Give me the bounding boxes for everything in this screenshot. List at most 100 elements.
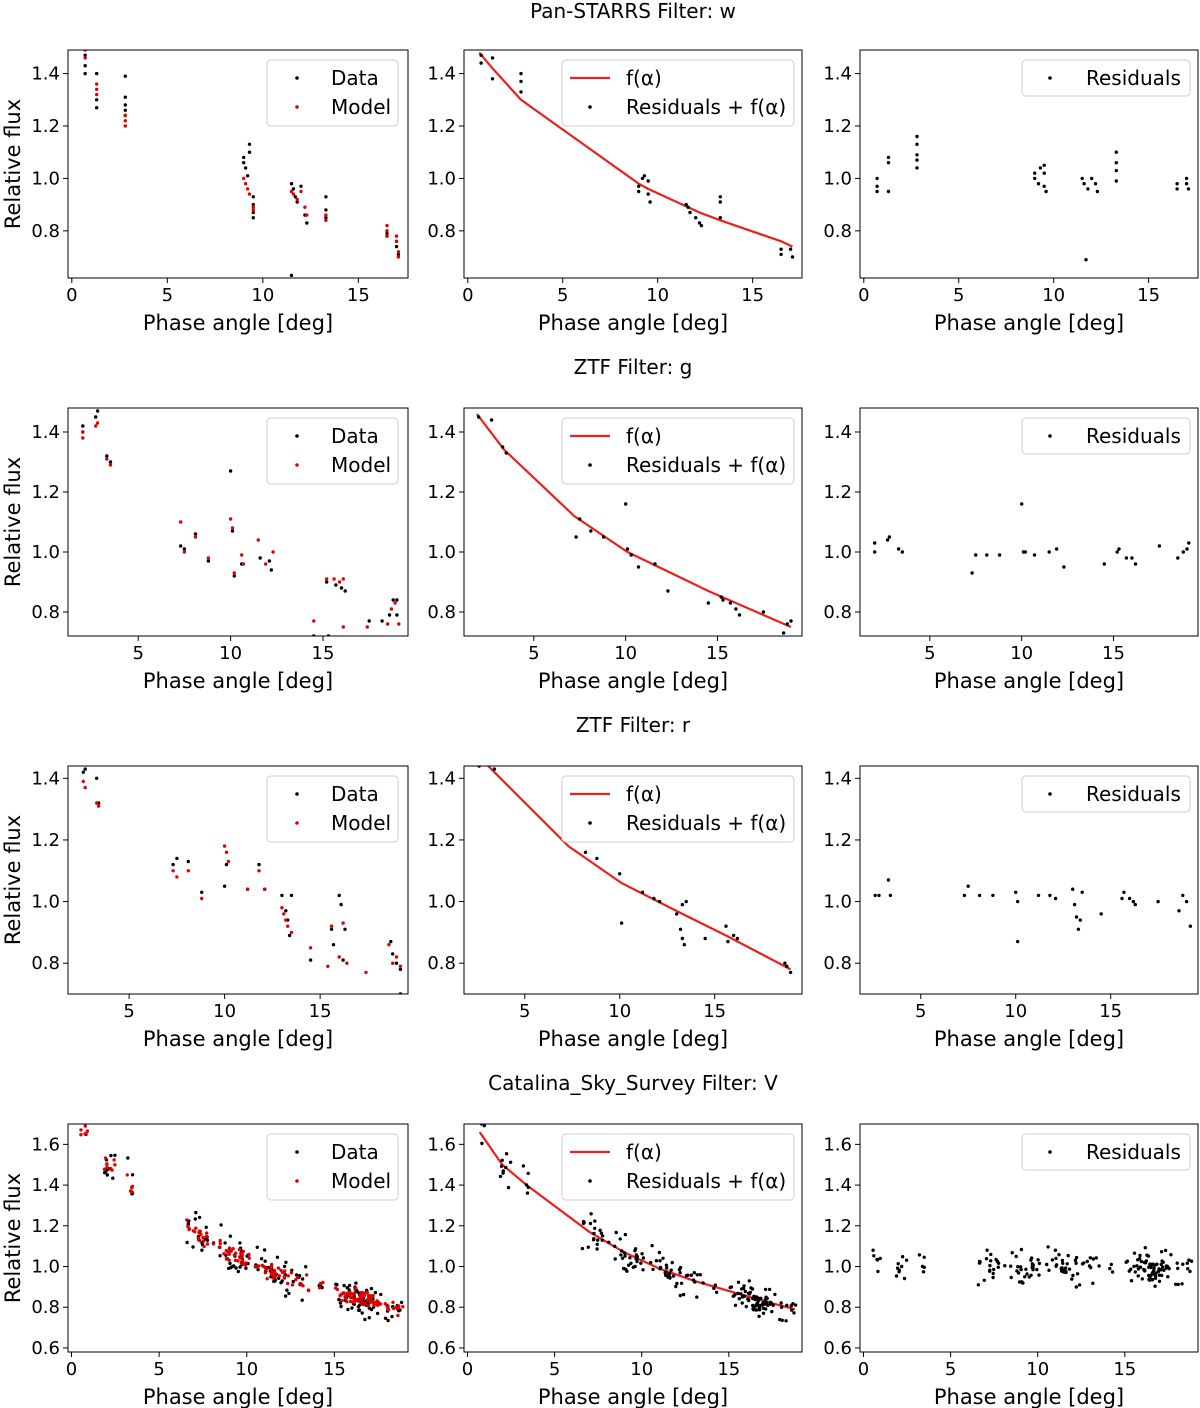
- axes-frame: [463, 49, 803, 279]
- residual-point: [1184, 176, 1189, 181]
- data-point: [367, 1316, 371, 1320]
- residual-plus-f-point: [785, 964, 789, 968]
- residual-plus-f-point: [780, 1318, 784, 1323]
- residual-plus-f-point: [593, 1219, 597, 1223]
- residual-plus-f-point: [784, 1319, 788, 1323]
- residual-point: [1019, 1267, 1023, 1272]
- residual-plus-f-point: [596, 1238, 600, 1242]
- residual-plus-f-point: [480, 1141, 484, 1146]
- data-point: [194, 1210, 198, 1215]
- residual-plus-f-point: [670, 1260, 674, 1265]
- y-tick-label: 0.6: [427, 1338, 456, 1359]
- residual-point: [984, 1257, 989, 1261]
- legend-f-label: f(α): [626, 66, 662, 90]
- data-point: [291, 187, 296, 191]
- data-point: [287, 933, 292, 938]
- residual-point: [1115, 550, 1119, 554]
- model-point: [348, 1295, 352, 1299]
- data-point: [230, 529, 235, 533]
- y-tick-label: 1.2: [31, 116, 60, 137]
- y-axis-label: Relative flux: [1, 99, 25, 229]
- model-point: [81, 436, 85, 440]
- residual-point: [897, 1268, 901, 1272]
- data-point: [80, 1106, 83, 1109]
- residual-plus-f-point: [724, 924, 728, 928]
- model-point: [243, 182, 248, 186]
- residual-plus-f-point: [741, 1286, 746, 1291]
- model-point: [363, 1302, 367, 1306]
- data-point: [83, 71, 87, 76]
- residual-plus-f-point: [757, 1308, 762, 1312]
- model-point: [286, 1274, 290, 1278]
- residual-plus-f-point: [765, 1296, 769, 1301]
- model-point: [321, 1280, 325, 1285]
- legend-residuals-marker: [1048, 792, 1052, 796]
- data-point: [354, 1281, 358, 1285]
- data-point: [247, 142, 252, 146]
- residual-point: [1176, 556, 1180, 560]
- residual-point: [1176, 1282, 1181, 1287]
- data-point: [360, 1311, 364, 1315]
- data-point: [87, 1116, 90, 1119]
- residual-plus-f-point: [674, 1284, 678, 1289]
- model-point: [193, 1230, 197, 1234]
- legend-residual-plus-marker: [588, 105, 592, 109]
- residual-point: [970, 571, 974, 575]
- residual-point: [1060, 1269, 1064, 1273]
- residual-point: [1036, 893, 1041, 898]
- data-point: [130, 1173, 135, 1177]
- residual-point: [1032, 553, 1037, 557]
- panel-r1-c1: 5 10 15 0.8 1.0 1.2 1.4 Phase angle [deg] f(α) Re…: [427, 407, 803, 693]
- y-tick-label: 1.4: [31, 422, 60, 443]
- model-point: [401, 1305, 405, 1309]
- data-point: [284, 909, 288, 913]
- model-point: [105, 457, 109, 461]
- legend-box: [1021, 1133, 1191, 1171]
- data-point: [83, 53, 87, 57]
- residual-point: [915, 166, 919, 170]
- plot-area: [477, 766, 793, 975]
- data-point: [94, 415, 98, 419]
- legend: f(α) Residuals + f(α): [561, 1133, 795, 1201]
- model-point: [244, 1261, 248, 1265]
- residual-point: [1159, 1250, 1164, 1254]
- residual-point: [1163, 1248, 1168, 1253]
- model-point: [376, 1300, 380, 1304]
- panel-r2-c0: 5 10 15 0.8 1.0 1.2 1.4 Phase angle [deg] Relati…: [1, 765, 409, 1051]
- data-point: [324, 216, 328, 220]
- residual-plus-f-point: [734, 607, 738, 611]
- residual-point: [1091, 1281, 1095, 1286]
- legend-residuals-marker: [1048, 1150, 1052, 1154]
- y-tick-label: 1.0: [427, 892, 456, 913]
- y-tick-label: 1.4: [427, 1175, 456, 1196]
- residual-point: [888, 893, 893, 898]
- data-point: [95, 71, 99, 76]
- residual-plus-f-point: [648, 200, 652, 204]
- residual-point: [997, 553, 1002, 557]
- model-point: [95, 801, 99, 805]
- data-point: [391, 952, 395, 956]
- model-point: [393, 601, 397, 605]
- residual-plus-f-point: [703, 936, 707, 941]
- residual-plus-f-point: [680, 902, 685, 907]
- model-point: [337, 580, 342, 584]
- model-point: [130, 1185, 134, 1190]
- y-tick-label: 0.6: [31, 1338, 60, 1359]
- model-point: [280, 906, 284, 910]
- model-point: [222, 844, 227, 848]
- model-point: [286, 924, 290, 928]
- data-point: [179, 544, 183, 548]
- x-tick-label: 5: [153, 1359, 164, 1380]
- residual-plus-f-point: [788, 970, 793, 975]
- residual-point: [900, 1255, 905, 1259]
- model-point: [385, 223, 389, 228]
- model-point: [268, 1267, 273, 1272]
- residual-point: [1129, 1267, 1133, 1271]
- residual-point: [873, 541, 877, 545]
- residual-plus-f-point: [620, 1249, 624, 1253]
- residual-plus-f-point: [721, 598, 725, 602]
- data-point: [251, 216, 255, 220]
- axes-frame: [67, 49, 409, 279]
- residual-plus-f-point: [524, 1183, 529, 1187]
- residual-point: [1088, 1256, 1093, 1260]
